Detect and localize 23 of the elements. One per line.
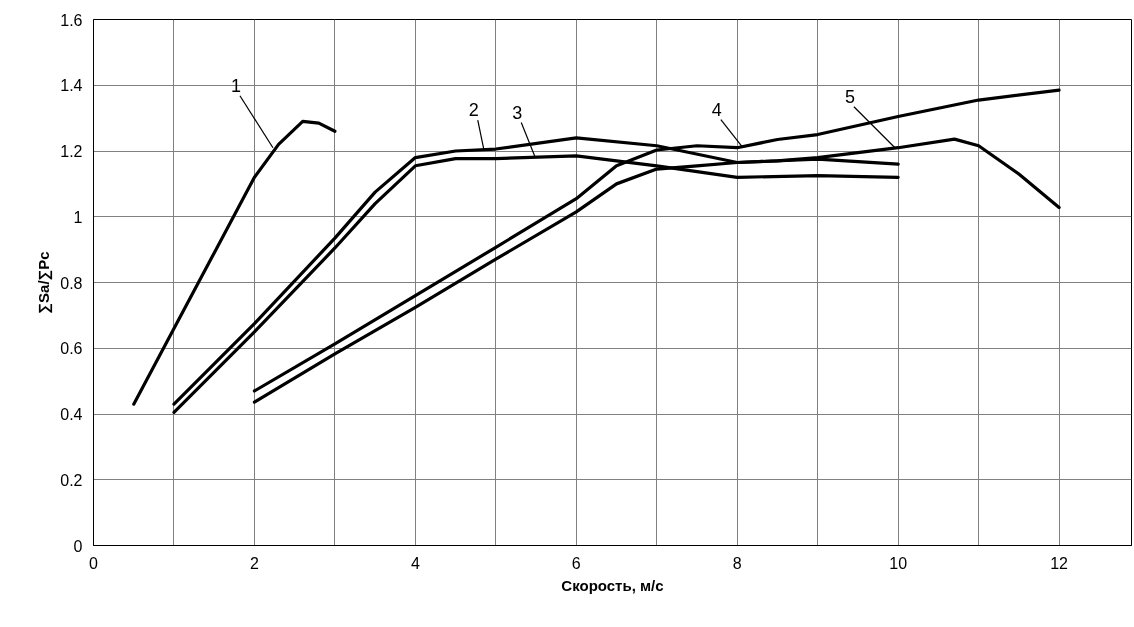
- y-tick-label: 1.6: [60, 11, 83, 29]
- y-tick-label: 1: [73, 208, 83, 226]
- annotation: 4: [711, 99, 722, 120]
- annotation: 5: [844, 86, 855, 107]
- y-tick-label: 0.4: [60, 406, 83, 423]
- x-tick-label: 8: [732, 554, 742, 572]
- x-tick-label: 0: [89, 554, 99, 572]
- y-tick-label: 0.8: [60, 274, 83, 292]
- annotation: 3: [512, 102, 523, 123]
- x-tick-label: 10: [889, 554, 908, 572]
- x-tick-label: 4: [410, 554, 420, 572]
- x-tick-label: 12: [1050, 554, 1069, 572]
- x-tick-label: 2: [249, 554, 259, 572]
- x-tick-label: 6: [571, 554, 581, 572]
- y-tick-label: 0: [73, 537, 83, 555]
- y-tick-label: 0.6: [60, 340, 83, 358]
- annotation: 2: [468, 100, 479, 121]
- y-tick-label: 1.4: [60, 77, 83, 95]
- y-tick-label: 1.2: [60, 143, 83, 160]
- annotation: 1: [230, 75, 241, 96]
- y-axis-title: ∑Sa/∑Pc: [35, 251, 54, 314]
- y-tick-label: 0.2: [60, 471, 83, 489]
- x-axis-title: Скорость, м/с: [561, 576, 664, 594]
